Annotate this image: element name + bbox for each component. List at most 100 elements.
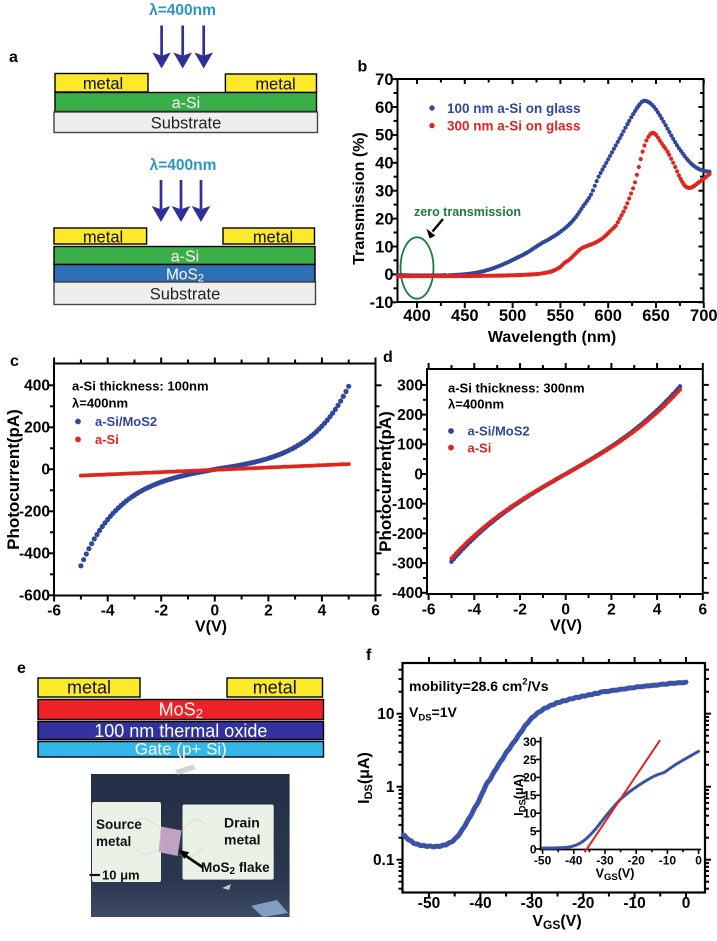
- svg-text:metal: metal: [253, 229, 293, 247]
- svg-text:4: 4: [318, 603, 327, 620]
- svg-text:0: 0: [682, 895, 691, 912]
- svg-text:MoS2: MoS2: [159, 700, 203, 722]
- svg-text:200: 200: [24, 420, 50, 437]
- svg-text:100 nm thermal oxide: 100 nm thermal oxide: [94, 721, 267, 741]
- svg-text:metal: metal: [255, 76, 295, 94]
- svg-text:-10: -10: [370, 294, 394, 312]
- svg-text:0: 0: [695, 854, 702, 868]
- svg-text:600: 600: [594, 307, 622, 325]
- svg-text:200: 200: [397, 407, 423, 424]
- svg-text:λ=400nm: λ=400nm: [72, 396, 128, 411]
- svg-text:0: 0: [384, 266, 393, 284]
- svg-text:V(V): V(V): [550, 618, 582, 635]
- svg-text:Substrate: Substrate: [151, 115, 222, 133]
- svg-text:metal: metal: [253, 678, 297, 698]
- svg-text:10: 10: [523, 807, 537, 821]
- svg-text:b: b: [358, 59, 368, 76]
- svg-text:0: 0: [41, 462, 50, 479]
- svg-text:300: 300: [397, 377, 423, 394]
- svg-text:-10: -10: [659, 854, 677, 868]
- svg-text:-6: -6: [422, 602, 436, 619]
- svg-text:a: a: [9, 49, 18, 66]
- svg-text:50: 50: [375, 127, 393, 145]
- svg-text:-4: -4: [467, 602, 481, 619]
- svg-text:MoS2 flake: MoS2 flake: [201, 860, 270, 877]
- svg-text:-2: -2: [154, 603, 168, 620]
- svg-text:a-Si: a-Si: [172, 95, 200, 112]
- svg-text:10: 10: [375, 238, 393, 256]
- svg-text:2: 2: [264, 603, 273, 620]
- svg-text:a-Si: a-Si: [468, 440, 492, 455]
- svg-text:6: 6: [371, 603, 380, 620]
- svg-text:400: 400: [403, 307, 431, 325]
- svg-text:-300: -300: [392, 556, 423, 573]
- svg-text:0: 0: [210, 603, 219, 620]
- svg-text:-20: -20: [572, 895, 594, 912]
- svg-text:-200: -200: [19, 504, 50, 521]
- svg-text:Photocurrent(pA): Photocurrent(pA): [4, 409, 23, 550]
- svg-text:650: 650: [642, 307, 670, 325]
- svg-text:c: c: [10, 353, 19, 370]
- svg-text:70: 70: [375, 71, 393, 89]
- svg-text:Wavelength (nm): Wavelength (nm): [488, 329, 616, 346]
- svg-text:-400: -400: [19, 546, 50, 563]
- svg-text:VGS(V): VGS(V): [532, 913, 581, 932]
- svg-text:400: 400: [24, 378, 50, 395]
- svg-text:100: 100: [397, 437, 423, 454]
- svg-text:0: 0: [530, 842, 537, 856]
- svg-text:MoS2: MoS2: [166, 267, 204, 285]
- svg-text:Transmission (%): Transmission (%): [351, 132, 368, 264]
- svg-text:100 nm a-Si on glass: 100 nm a-Si on glass: [447, 101, 581, 116]
- svg-text:-4: -4: [101, 603, 115, 620]
- svg-text:-100: -100: [392, 496, 423, 513]
- svg-text:60: 60: [375, 99, 393, 117]
- svg-text:15: 15: [523, 789, 537, 803]
- svg-text:a-Si thickness: 100nm: a-Si thickness: 100nm: [72, 379, 209, 394]
- svg-text:d: d: [383, 349, 393, 366]
- svg-text:metal: metal: [96, 834, 131, 849]
- svg-text:-10: -10: [623, 895, 645, 912]
- svg-text:10: 10: [377, 706, 394, 723]
- svg-text:Source: Source: [96, 817, 142, 832]
- svg-text:-40: -40: [565, 854, 583, 868]
- svg-text:a-Si/MoS2: a-Si/MoS2: [468, 424, 530, 439]
- svg-text:VDS=1V: VDS=1V: [409, 704, 458, 724]
- svg-text:λ=400nm: λ=400nm: [448, 397, 504, 412]
- svg-text:-30: -30: [596, 854, 614, 868]
- svg-text:λ=400nm: λ=400nm: [150, 157, 217, 174]
- svg-text:Substrate: Substrate: [150, 286, 221, 304]
- svg-text:a-Si/MoS2: a-Si/MoS2: [95, 414, 157, 429]
- svg-text:1: 1: [386, 779, 395, 796]
- svg-text:Drain: Drain: [224, 815, 260, 831]
- svg-text:500: 500: [499, 307, 527, 325]
- svg-text:-600: -600: [19, 588, 50, 605]
- svg-text:0: 0: [561, 602, 570, 619]
- svg-text:6: 6: [698, 602, 707, 619]
- svg-text:5: 5: [530, 824, 537, 838]
- svg-text:-6: -6: [47, 603, 61, 620]
- svg-text:-30: -30: [521, 895, 543, 912]
- svg-text:10 μm: 10 μm: [102, 868, 140, 883]
- svg-text:550: 550: [547, 307, 575, 325]
- svg-text:mobility=28.6 cm2/Vs: mobility=28.6 cm2/Vs: [409, 677, 549, 695]
- svg-text:700: 700: [690, 307, 717, 325]
- svg-text:IDS(μA): IDS(μA): [356, 752, 375, 804]
- svg-text:30: 30: [375, 183, 393, 201]
- svg-text:Photocurrent(pA): Photocurrent(pA): [376, 411, 395, 552]
- svg-text:metal: metal: [83, 229, 123, 247]
- svg-text:metal: metal: [67, 678, 111, 698]
- svg-text:λ=400nm: λ=400nm: [149, 2, 216, 19]
- svg-text:4: 4: [653, 602, 662, 619]
- svg-text:V(V): V(V): [195, 619, 227, 636]
- svg-text:a-Si thickness: 300nm: a-Si thickness: 300nm: [448, 381, 585, 396]
- svg-text:-200: -200: [392, 526, 423, 543]
- svg-text:e: e: [17, 660, 26, 677]
- svg-text:VGS(V): VGS(V): [596, 867, 635, 884]
- svg-text:20: 20: [523, 771, 537, 785]
- svg-text:metal: metal: [224, 832, 261, 848]
- svg-text:a-Si: a-Si: [95, 432, 119, 447]
- svg-text:300 nm a-Si on glass: 300 nm a-Si on glass: [447, 118, 581, 133]
- svg-text:-400: -400: [392, 585, 423, 602]
- svg-text:-40: -40: [469, 895, 491, 912]
- svg-text:2: 2: [607, 602, 616, 619]
